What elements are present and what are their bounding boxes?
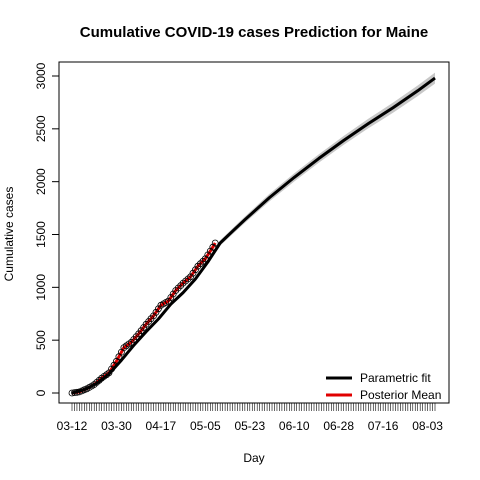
- observed-point: [194, 262, 202, 270]
- observed-point: [209, 243, 217, 251]
- x-axis-label: Day: [243, 451, 264, 465]
- observed-point: [187, 273, 194, 281]
- observed-points-layer: [68, 239, 219, 397]
- observed-point: [201, 255, 209, 263]
- observed-point: [73, 388, 81, 396]
- y-tick-label: 2500: [34, 115, 48, 142]
- observed-point: [164, 297, 172, 305]
- observed-point: [93, 378, 101, 386]
- chart-title: Cumulative COVID-19 cases Prediction for…: [80, 24, 428, 41]
- observed-point: [177, 282, 185, 290]
- observed-point: [199, 257, 207, 265]
- observed-point: [169, 290, 177, 298]
- x-tick-label: 06-28: [323, 419, 354, 433]
- y-tick-label: 0: [34, 389, 48, 396]
- observed-point: [150, 312, 157, 320]
- observed-point: [174, 284, 182, 292]
- series-line-posterior-mean: [71, 242, 217, 395]
- x-tick-label: 04-17: [146, 419, 177, 433]
- legend-label: Parametric fit: [360, 371, 431, 385]
- observed-point: [120, 344, 128, 352]
- observed-point: [189, 269, 197, 277]
- legend: Parametric fit Posterior Mean: [326, 371, 441, 402]
- x-tick-label: 07-16: [368, 419, 399, 433]
- x-tick-label: 03-30: [101, 419, 132, 433]
- observed-point: [211, 239, 219, 247]
- observed-point: [108, 365, 115, 373]
- observed-point: [152, 308, 160, 316]
- x-tick-label: 03-12: [57, 419, 88, 433]
- observed-point: [204, 251, 212, 259]
- observed-point: [179, 279, 187, 287]
- observed-point: [184, 275, 192, 283]
- observed-point: [167, 294, 175, 301]
- legend-label: Posterior Mean: [360, 388, 441, 402]
- y-tick-label: 3000: [34, 62, 48, 89]
- observed-point: [110, 361, 118, 369]
- observed-point: [154, 305, 162, 313]
- observed-point: [206, 247, 214, 255]
- observed-point: [68, 389, 76, 397]
- observed-point: [182, 277, 190, 285]
- x-tick-label: 05-05: [190, 419, 221, 433]
- observed-point: [192, 266, 199, 274]
- observed-point: [172, 287, 180, 294]
- observed-point: [95, 376, 103, 384]
- plot-frame: [58, 61, 450, 404]
- observed-point: [90, 381, 98, 388]
- observed-point: [196, 260, 204, 268]
- y-tick-label: 1000: [34, 274, 48, 301]
- x-tick-label: 08-03: [412, 419, 443, 433]
- y-tick-label: 500: [34, 330, 48, 350]
- y-tick-label: 1500: [34, 221, 48, 248]
- y-axis-label: Cumulative cases: [2, 187, 16, 282]
- y-tick-label: 2000: [34, 168, 48, 195]
- axes-layer: 0 500 1000 1500 2000 2500 3000 03-12 03-30 04-17 0…: [34, 61, 450, 433]
- observed-point: [71, 389, 78, 397]
- observed-point: [105, 369, 113, 377]
- x-tick-label: 06-10: [279, 419, 310, 433]
- observed-point: [103, 371, 110, 379]
- x-tick-label: 05-23: [234, 419, 265, 433]
